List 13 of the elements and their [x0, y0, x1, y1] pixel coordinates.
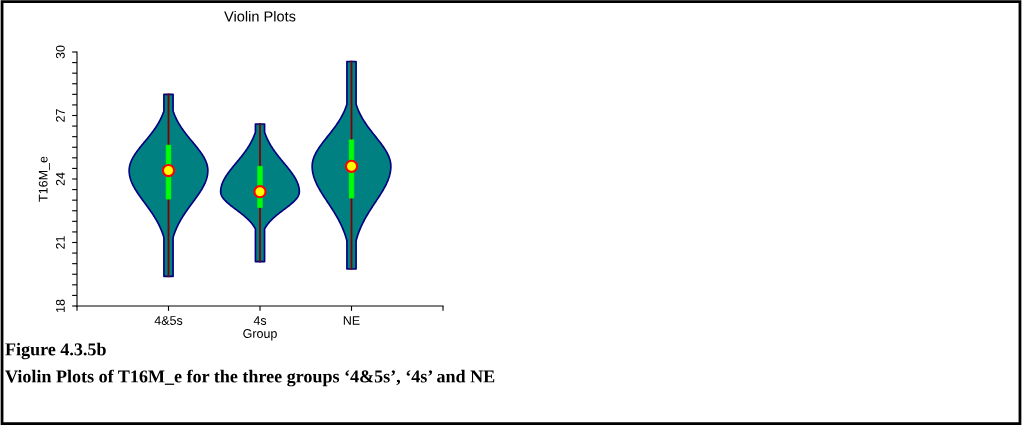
y-axis-title: T16M_e: [38, 156, 50, 202]
y-tick-label: 21: [55, 236, 65, 249]
y-tick-label: 30: [55, 45, 65, 59]
caption: Figure 4.3.5b: [5, 342, 106, 360]
y-tick-label: 24: [55, 172, 65, 186]
x-tick-label: 4&5s: [154, 316, 183, 325]
text: Violin Plots of T16M_e for the three groups ‘4&5s’, ‘4s’ and NE: [5, 369, 495, 387]
x-axis-title: Group: [243, 329, 277, 341]
x-tick-label: 4s: [253, 316, 267, 325]
y-tick-label: 18: [55, 299, 65, 312]
chart-title: Violin Plots: [224, 10, 296, 22]
y-tick-label: 27: [55, 109, 65, 122]
x-tick-label: NE: [343, 316, 360, 325]
